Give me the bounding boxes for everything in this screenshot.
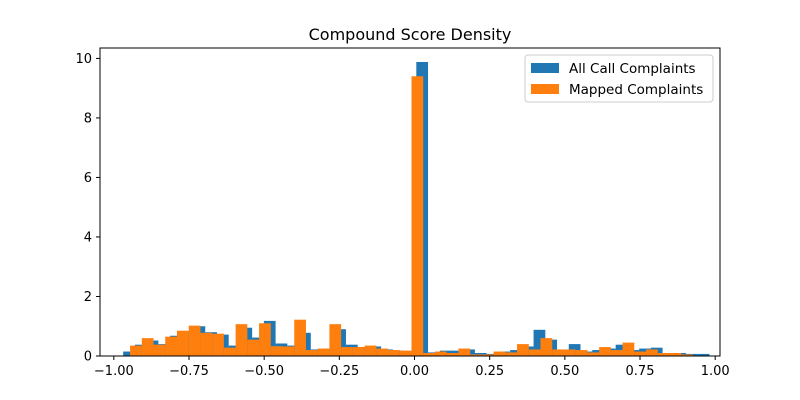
bar-series-2-6 [188, 325, 201, 356]
bar-series-2-41 [587, 352, 600, 356]
bar-series-2-9 [223, 347, 236, 356]
bar-series-2-8 [212, 333, 224, 356]
y-tick-label: 10 [75, 52, 92, 67]
bar-series-2-42 [599, 347, 611, 356]
bar-series-2-31 [470, 354, 482, 356]
bar-series-2-3 [153, 344, 166, 356]
y-tick-label: 2 [84, 290, 92, 305]
x-tick-label: 1.00 [701, 364, 730, 379]
bar-series-2-36 [528, 349, 541, 356]
bar-series-2-19 [341, 347, 353, 356]
bar-series-2-38 [552, 349, 564, 356]
legend: All Call Complaints Mapped Complaints [524, 54, 714, 103]
bar-series-2-13 [270, 346, 283, 356]
bar-series-2-44 [622, 342, 635, 356]
bar-series-2-30 [458, 348, 471, 356]
bar-series-2-43 [610, 350, 623, 356]
bar-series-2-47 [657, 353, 670, 356]
bar-series-2-5 [176, 330, 189, 356]
y-tick-label: 8 [84, 111, 92, 126]
bar-series-2-2 [141, 338, 154, 356]
bar-series-2-4 [165, 336, 177, 356]
bar-series-2-10 [235, 324, 248, 356]
x-tick-label: −0.75 [169, 364, 209, 379]
bar-series-2-49 [681, 354, 693, 356]
x-tick-label: 0.25 [475, 364, 504, 379]
bar-series-2-1 [130, 345, 142, 356]
bar-series-2-23 [388, 350, 400, 356]
bar-series-2-34 [505, 352, 518, 356]
bar-series-2-15 [294, 319, 306, 356]
bar-series-2-46 [646, 349, 658, 356]
series-2 [130, 76, 693, 357]
bar-series-1-1 [123, 351, 135, 356]
bar-series-2-16 [305, 350, 318, 356]
bar-series-2-27 [423, 353, 435, 356]
bar-series-2-29 [446, 353, 459, 356]
legend-label-2: Mapped Complaints [569, 82, 703, 98]
x-tick-label: −0.25 [319, 364, 359, 379]
bar-series-2-24 [399, 350, 412, 356]
bar-series-2-11 [247, 339, 260, 356]
chart-title: Compound Score Density [309, 25, 512, 44]
y-tick-label: 4 [84, 230, 92, 245]
y-tick-label: 6 [84, 171, 92, 186]
bar-series-2-12 [259, 323, 271, 356]
bar-series-2-33 [493, 351, 506, 356]
bar-series-2-45 [634, 351, 647, 356]
legend-swatch-2 [531, 84, 559, 94]
bar-series-2-48 [669, 353, 682, 356]
bar-series-2-17 [317, 348, 330, 356]
bar-series-2-22 [376, 348, 389, 356]
y-axis: 0 2 4 6 8 10 [75, 52, 100, 365]
legend-label-1: All Call Complaints [569, 61, 696, 77]
legend-box [524, 54, 714, 103]
x-tick-label: −0.50 [244, 364, 284, 379]
bar-series-2-7 [200, 332, 213, 356]
x-tick-label: −1.00 [94, 364, 134, 379]
bar-series-2-39 [563, 349, 576, 356]
bar-series-2-26 [411, 76, 424, 357]
y-tick-label: 0 [84, 350, 92, 365]
bar-series-2-40 [575, 350, 588, 356]
bar-series-2-35 [517, 344, 529, 356]
x-tick-label: 0.50 [550, 364, 579, 379]
x-tick-label: 0.00 [400, 364, 429, 379]
plot-frame [99, 47, 721, 357]
bar-series-2-32 [481, 354, 494, 356]
bar-series-2-14 [282, 346, 295, 356]
bars [123, 61, 710, 357]
bar-series-2-21 [364, 345, 377, 356]
bar-series-2-18 [329, 324, 342, 356]
bar-series-2-28 [434, 351, 447, 356]
bar-series-1-50 [697, 353, 710, 356]
legend-swatch-1 [531, 63, 559, 73]
x-axis: −1.00 −0.75 −0.50 −0.25 0.00 0.25 0.50 0.75 1.00 [94, 356, 730, 379]
x-tick-label: 0.75 [626, 364, 655, 379]
bar-series-2-37 [540, 338, 553, 356]
bar-series-1-36 [533, 329, 546, 356]
bar-series-2-20 [352, 347, 365, 356]
